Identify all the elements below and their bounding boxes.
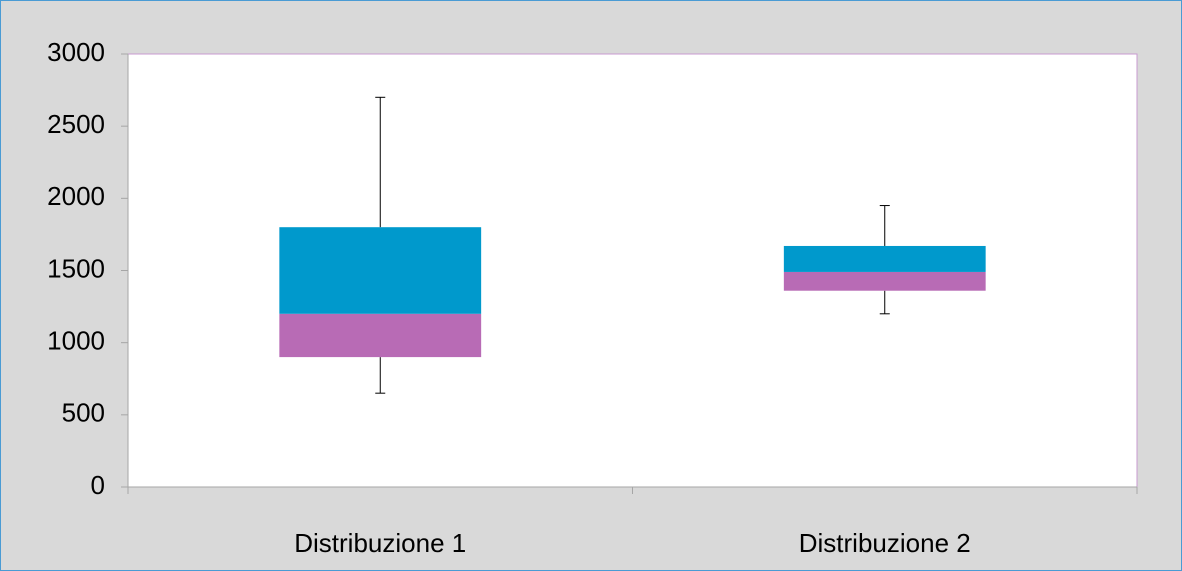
box-lower bbox=[783, 271, 986, 291]
box-upper bbox=[783, 245, 986, 272]
y-tick-label: 2500 bbox=[47, 109, 105, 139]
x-tick-label: Distribuzione 1 bbox=[294, 528, 466, 558]
box-upper bbox=[279, 227, 482, 314]
y-tick-label: 1000 bbox=[47, 326, 105, 356]
y-tick-label: 500 bbox=[62, 398, 105, 428]
y-tick-label: 1500 bbox=[47, 253, 105, 283]
box-lower bbox=[279, 313, 482, 358]
y-tick-label: 0 bbox=[91, 470, 105, 500]
x-tick-label: Distribuzione 2 bbox=[799, 528, 971, 558]
y-tick-label: 2000 bbox=[47, 181, 105, 211]
y-tick-label: 3000 bbox=[47, 37, 105, 67]
